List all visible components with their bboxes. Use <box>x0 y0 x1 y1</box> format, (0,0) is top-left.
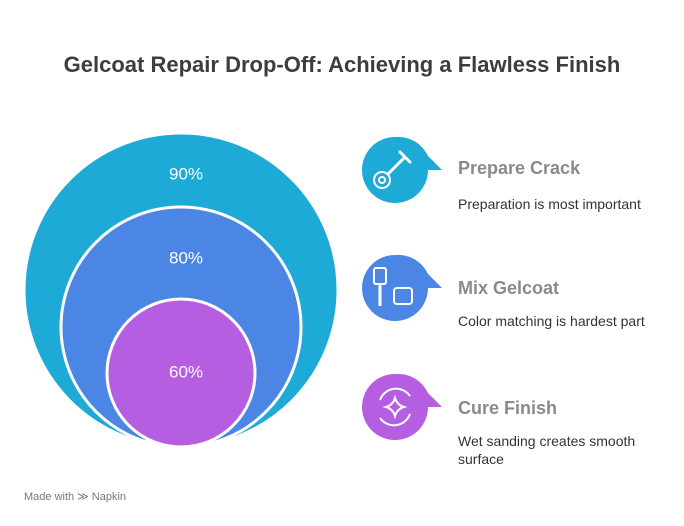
item-description: Color matching is hardest part <box>458 313 645 329</box>
item-description: Wet sanding creates smooth surface <box>458 433 636 467</box>
icon-prepare <box>362 136 442 203</box>
value-label: 80% <box>169 248 203 267</box>
icon-cure <box>362 373 442 440</box>
value-label: 90% <box>169 164 203 183</box>
item-description: Preparation is most important <box>458 196 641 212</box>
title: Gelcoat Repair Drop-Off: Achieving a Fla… <box>63 52 621 77</box>
footer: Made with ≫ Napkin <box>24 491 127 503</box>
inner-circle <box>105 297 257 449</box>
item-heading: Prepare Crack <box>458 158 581 178</box>
icon-mix <box>362 254 442 321</box>
item-heading: Cure Finish <box>458 398 558 418</box>
item-heading: Mix Gelcoat <box>458 278 560 298</box>
value-label: 60% <box>169 362 203 381</box>
